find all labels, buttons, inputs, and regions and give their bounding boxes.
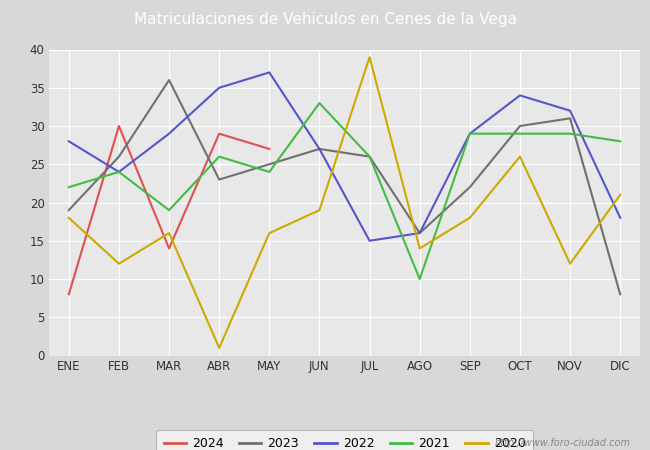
Text: Matriculaciones de Vehiculos en Cenes de la Vega: Matriculaciones de Vehiculos en Cenes de…: [133, 12, 517, 27]
Text: http://www.foro-ciudad.com: http://www.foro-ciudad.com: [495, 438, 630, 448]
Legend: 2024, 2023, 2022, 2021, 2020: 2024, 2023, 2022, 2021, 2020: [156, 430, 533, 450]
